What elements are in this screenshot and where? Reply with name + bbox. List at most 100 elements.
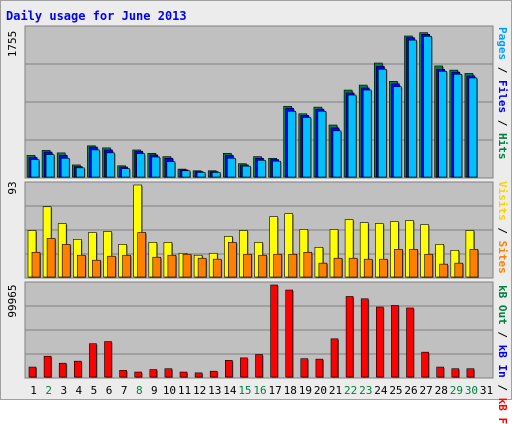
bar-kbf: [255, 354, 263, 378]
bar-pages: [181, 170, 191, 178]
x-tick-label: 29: [450, 384, 463, 397]
bar-sites: [303, 251, 313, 278]
bar-pages: [468, 77, 478, 178]
bar-kbf: [209, 370, 218, 378]
bar-pages: [317, 110, 327, 178]
bar-kbf: [194, 372, 203, 378]
bar-kbf: [270, 284, 278, 378]
x-tick-label: 25: [389, 384, 402, 397]
bar-sites: [424, 253, 433, 278]
x-tick-label: 31: [480, 384, 493, 397]
bar-sites: [243, 253, 252, 278]
x-tick-label: 19: [299, 384, 312, 397]
x-tick-label: 5: [91, 384, 98, 397]
bar-pages: [106, 152, 115, 178]
x-tick-label: 13: [208, 384, 221, 397]
bar-pages: [91, 149, 100, 178]
x-tick-label: 21: [329, 384, 342, 397]
x-tick-label: 1: [30, 384, 37, 397]
bar-kbf: [28, 366, 37, 378]
bar-kbf: [421, 351, 429, 378]
bar-pages: [272, 160, 281, 178]
bar-pages: [30, 159, 40, 178]
bar-kbf: [406, 307, 414, 378]
bar-pages: [242, 165, 251, 178]
chart-title: Daily usage for June 2013: [6, 9, 187, 23]
bar-pages: [423, 36, 432, 178]
x-tick-label: 27: [420, 384, 433, 397]
legend-text: kB F: [496, 397, 509, 424]
bar-sites: [439, 263, 449, 278]
bar-kbf: [225, 360, 233, 378]
bar-kbf: [315, 358, 324, 378]
bar-sites: [363, 258, 373, 278]
bar-sites: [273, 253, 282, 278]
bar-kbf: [149, 369, 158, 378]
bar-kbf: [466, 368, 475, 378]
bar-sites: [348, 257, 358, 278]
bar-pages: [438, 71, 448, 178]
bar-sites: [288, 253, 298, 278]
x-tick-label: 11: [178, 384, 191, 397]
x-tick-label: 12: [193, 384, 206, 397]
x-tick-label: 20: [314, 384, 327, 397]
bar-sites: [152, 256, 162, 278]
x-tick-label: 4: [76, 384, 83, 397]
bar-kbf: [345, 296, 354, 378]
bar-pages: [453, 73, 463, 178]
bar-sites: [167, 254, 177, 278]
bar-kbf: [104, 341, 112, 378]
x-tick-label: 10: [163, 384, 176, 397]
bar-pages: [377, 68, 387, 178]
bar-pages: [302, 117, 312, 178]
bar-pages: [287, 110, 297, 178]
bar-kbf: [285, 289, 294, 378]
x-tick-label: 26: [404, 384, 417, 397]
bar-sites: [31, 251, 41, 278]
bar-kbf: [300, 358, 309, 378]
bar-sites: [454, 262, 464, 278]
bar-kbf: [89, 343, 97, 378]
bar-pages: [196, 172, 206, 178]
bar-sites: [394, 249, 403, 278]
bar-pages: [45, 154, 55, 178]
bar-kbf: [330, 338, 339, 378]
bar-pages: [347, 94, 357, 178]
bar-sites: [378, 258, 388, 278]
x-tick-label: 22: [344, 384, 357, 397]
bar-sites: [182, 253, 192, 278]
bar-sites: [409, 249, 418, 278]
x-tick-label: 23: [359, 384, 372, 397]
bar-kbf: [43, 355, 52, 378]
bar-kbf: [134, 371, 142, 378]
bar-sites: [469, 249, 479, 278]
bar-kbf: [164, 368, 173, 378]
bar-sites: [77, 254, 86, 278]
x-tick-label: 6: [106, 384, 113, 397]
bar-sites: [92, 259, 101, 278]
x-tick-label: 16: [253, 384, 266, 397]
bar-pages: [211, 172, 221, 178]
bar-pages: [136, 153, 145, 178]
x-tick-label: 2: [45, 384, 52, 397]
bar-pages: [151, 156, 161, 178]
bar-kbf: [375, 306, 384, 378]
bar-sites: [212, 258, 222, 278]
bar-sites: [197, 257, 207, 278]
bar-kbf: [74, 360, 82, 378]
bar-pages: [362, 89, 372, 178]
bar-sites: [228, 242, 237, 278]
bar-pages: [76, 167, 85, 178]
x-tick-label: 15: [238, 384, 251, 397]
bar-sites: [137, 232, 146, 278]
bar-sites: [258, 254, 267, 278]
chart-svg: 1 2 3 4 5 6 7 8 9 10 11 12 13 14 15 16 17 18 19 20 21 22 23 24 2…: [24, 25, 494, 397]
bar-kbf: [119, 370, 127, 378]
x-tick-label: 30: [465, 384, 478, 397]
bar-pages: [60, 157, 70, 178]
x-tick-label: 14: [223, 384, 237, 397]
x-tick-label: 18: [284, 384, 297, 397]
x-tick-label: 8: [136, 384, 143, 397]
x-tick-label: 3: [60, 384, 67, 397]
